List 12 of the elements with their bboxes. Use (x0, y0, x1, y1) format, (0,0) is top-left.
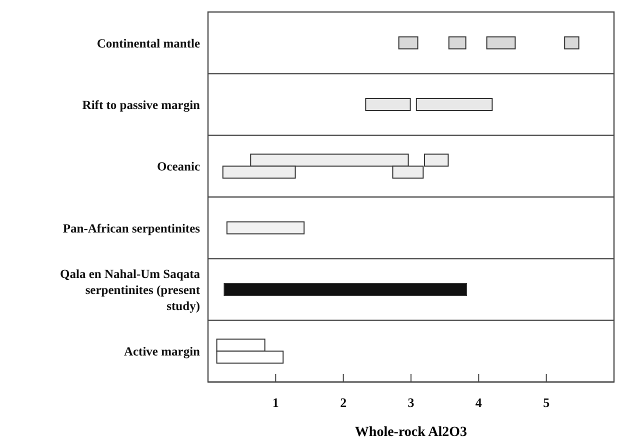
x-tick-label: 1 (272, 395, 279, 410)
y-tick-label: Continental mantle (96, 36, 200, 50)
y-tick-label: Qala en Nahal-Um Saqata serpentinites (present study) (60, 267, 201, 313)
y-tick-label: Oceanic (156, 160, 200, 174)
x-tick-label: 5 (543, 395, 550, 410)
y-tick-label: Active margin (124, 344, 200, 359)
y-tick-label: Rift to passive margin (82, 98, 200, 112)
y-tick-label: Pan-African serpentinites (62, 221, 200, 236)
x-tick-label: 2 (340, 395, 347, 410)
x-tick-label: 4 (475, 395, 482, 410)
x-axis-title: Whole-rock Al2O3 (354, 425, 468, 440)
x-tick-label: 3 (408, 395, 415, 410)
